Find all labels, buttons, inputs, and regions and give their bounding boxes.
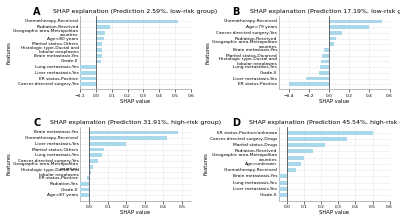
Bar	[287, 131, 372, 135]
Title: SHAP explanation (Prediction 31.91%, high-risk group): SHAP explanation (Prediction 31.91%, hig…	[50, 121, 221, 125]
Bar	[89, 170, 91, 174]
Bar	[71, 182, 89, 186]
Bar	[96, 20, 178, 23]
X-axis label: SHAP value: SHAP value	[319, 99, 349, 104]
Bar	[96, 42, 102, 46]
Text: A: A	[33, 8, 41, 18]
Bar	[287, 162, 301, 166]
Bar	[322, 54, 329, 57]
Bar	[241, 193, 287, 197]
Bar	[72, 71, 96, 75]
Bar	[253, 187, 287, 191]
Bar	[89, 148, 104, 151]
X-axis label: SHAP value: SHAP value	[120, 99, 150, 104]
Bar	[287, 137, 347, 141]
Bar	[65, 188, 89, 191]
Bar	[96, 54, 102, 57]
Bar	[96, 31, 105, 35]
Y-axis label: Features: Features	[7, 153, 12, 175]
X-axis label: SHAP value: SHAP value	[120, 210, 150, 215]
Bar	[89, 153, 102, 157]
Bar	[287, 149, 313, 153]
Y-axis label: Features: Features	[206, 42, 210, 64]
Bar	[287, 143, 325, 147]
Bar	[89, 159, 98, 163]
Y-axis label: Features: Features	[7, 42, 12, 64]
Bar	[289, 82, 329, 86]
Bar	[96, 48, 102, 52]
Bar	[37, 82, 96, 86]
Bar	[306, 77, 329, 80]
Bar	[96, 25, 110, 29]
Y-axis label: Features: Features	[204, 153, 208, 175]
Bar	[96, 59, 100, 63]
Bar	[319, 71, 329, 75]
Bar	[329, 42, 334, 46]
Title: SHAP explanation (Prediction 45.54%, high-risk group): SHAP explanation (Prediction 45.54%, hig…	[248, 121, 400, 125]
Bar	[324, 48, 329, 52]
Text: D: D	[232, 119, 240, 129]
Bar	[89, 136, 167, 140]
X-axis label: SHAP value: SHAP value	[319, 210, 349, 215]
Bar	[75, 65, 96, 69]
Bar	[329, 31, 342, 35]
Bar	[89, 142, 126, 146]
Bar	[320, 65, 329, 69]
Bar	[34, 193, 89, 197]
Bar	[89, 131, 178, 134]
Bar	[267, 181, 287, 185]
Bar	[89, 165, 93, 168]
Bar	[329, 25, 370, 29]
Bar	[287, 156, 304, 160]
Bar	[321, 59, 329, 63]
Bar	[329, 20, 382, 23]
Text: C: C	[33, 119, 40, 129]
Title: SHAP explanation (Prediction 17.19%, low-risk group): SHAP explanation (Prediction 17.19%, low…	[250, 10, 400, 14]
Bar	[67, 77, 96, 80]
Bar	[96, 37, 104, 40]
Bar	[87, 176, 89, 180]
Title: SHAP explanation (Prediction 2.59%, low-risk group): SHAP explanation (Prediction 2.59%, low-…	[53, 10, 218, 14]
Bar	[329, 37, 336, 40]
Bar	[277, 174, 287, 178]
Bar	[287, 168, 296, 172]
Text: B: B	[232, 8, 239, 18]
